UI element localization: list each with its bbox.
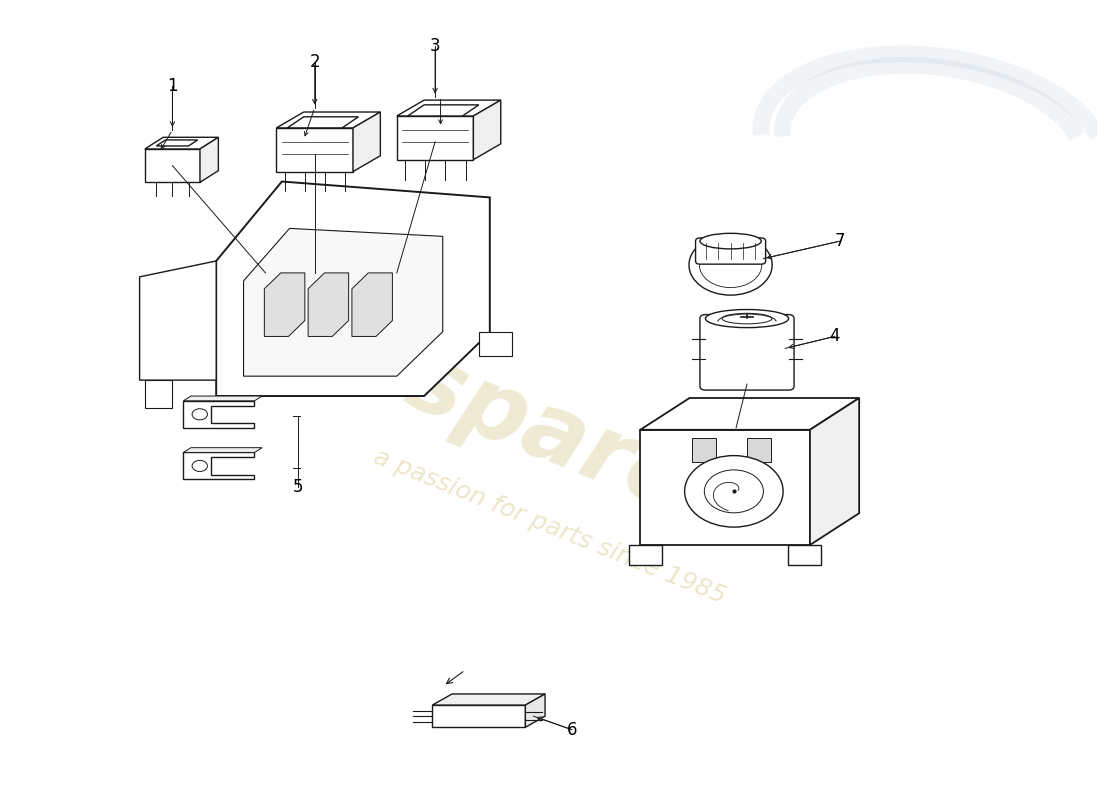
Polygon shape [145, 138, 219, 149]
Polygon shape [810, 398, 859, 545]
Polygon shape [352, 273, 393, 337]
Ellipse shape [705, 310, 789, 328]
Text: 2: 2 [309, 54, 320, 71]
Polygon shape [200, 138, 219, 182]
Polygon shape [478, 333, 512, 356]
Circle shape [704, 470, 763, 513]
Polygon shape [526, 694, 546, 727]
Polygon shape [184, 453, 254, 479]
Text: 1: 1 [167, 77, 178, 95]
Ellipse shape [700, 234, 761, 249]
Polygon shape [408, 105, 478, 116]
Text: a passion for parts since 1985: a passion for parts since 1985 [371, 446, 729, 609]
Circle shape [192, 460, 208, 471]
Ellipse shape [689, 234, 772, 295]
Circle shape [192, 409, 208, 420]
Polygon shape [788, 545, 821, 565]
Polygon shape [276, 128, 353, 171]
Polygon shape [156, 140, 198, 146]
Ellipse shape [722, 314, 772, 324]
Polygon shape [640, 398, 859, 430]
Polygon shape [432, 705, 526, 727]
Polygon shape [243, 229, 442, 376]
Polygon shape [217, 182, 490, 396]
Polygon shape [145, 149, 200, 182]
Polygon shape [140, 261, 217, 380]
Polygon shape [397, 100, 500, 116]
Polygon shape [397, 116, 473, 160]
Ellipse shape [700, 242, 762, 287]
Polygon shape [184, 396, 262, 401]
FancyBboxPatch shape [695, 238, 766, 264]
Polygon shape [640, 430, 810, 545]
Polygon shape [287, 117, 359, 128]
Polygon shape [184, 448, 262, 453]
Text: 5: 5 [293, 478, 304, 496]
Text: 3: 3 [430, 38, 440, 55]
FancyBboxPatch shape [700, 314, 794, 390]
Text: 4: 4 [829, 327, 839, 346]
Text: 7: 7 [835, 232, 845, 250]
Text: eurospares: eurospares [168, 246, 757, 554]
Polygon shape [692, 438, 716, 462]
Polygon shape [432, 694, 546, 705]
Polygon shape [629, 545, 662, 565]
Polygon shape [747, 438, 771, 462]
Polygon shape [353, 112, 381, 171]
Circle shape [684, 456, 783, 527]
Polygon shape [184, 401, 254, 428]
Polygon shape [308, 273, 349, 337]
Text: 6: 6 [566, 721, 578, 738]
Polygon shape [473, 100, 500, 160]
Polygon shape [264, 273, 305, 337]
Polygon shape [276, 112, 381, 128]
Polygon shape [145, 380, 173, 408]
